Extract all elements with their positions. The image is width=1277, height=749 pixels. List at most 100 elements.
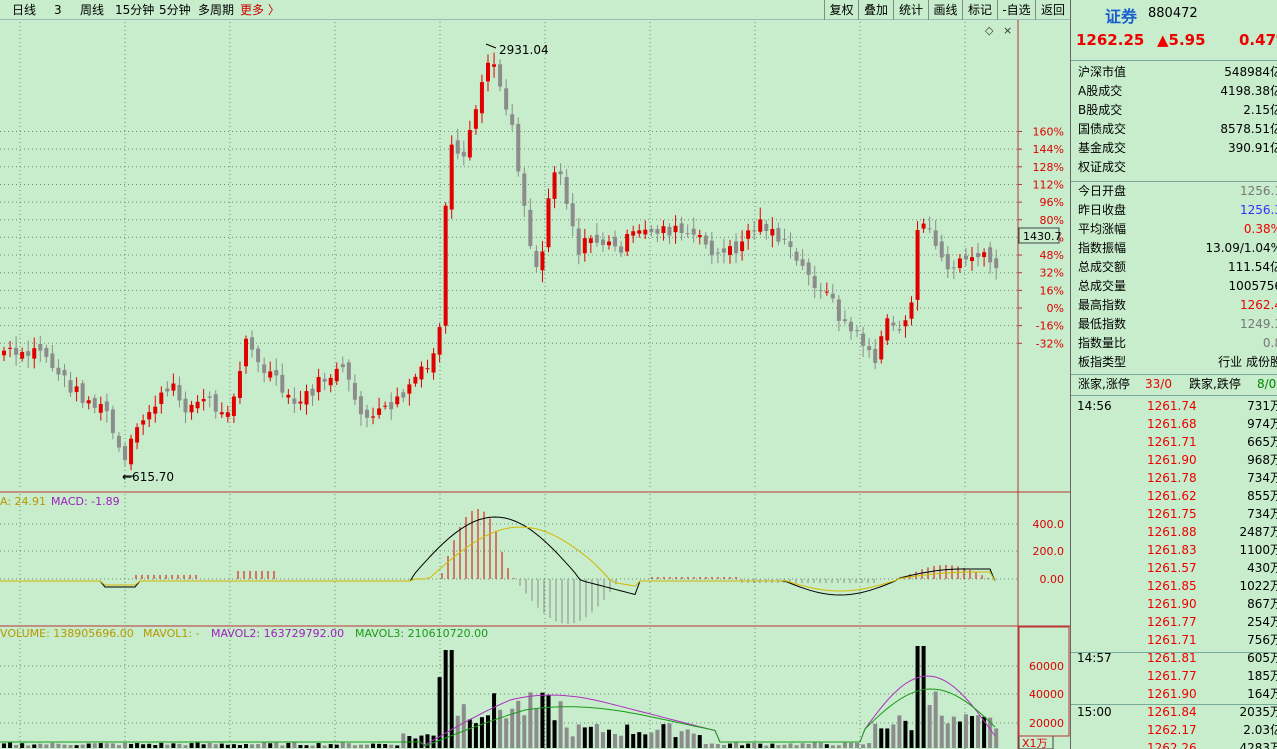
- watchlist-button[interactable]: -自选: [997, 0, 1035, 20]
- volume-bar: [625, 725, 629, 748]
- volume-bar: [855, 743, 859, 748]
- candle-body: [946, 254, 950, 269]
- candle-body: [196, 402, 200, 408]
- candle-body: [916, 230, 920, 300]
- candle-body: [165, 388, 169, 391]
- tab-multi-period[interactable]: 多周期: [198, 2, 234, 18]
- chart-toolbar: 日线 3 周线 15分钟 5分钟 多周期 更多 〉 复权 叠加 统计 画线 标记 -自选 返回: [0, 0, 1070, 20]
- volume-bar: [643, 734, 647, 748]
- volume-bar: [468, 719, 472, 748]
- volume-bar: [825, 744, 829, 748]
- volume-bar: [123, 743, 127, 748]
- candle-body: [625, 234, 629, 251]
- tick-row[interactable]: 15:00 1261.84 2035万: [1071, 703, 1277, 721]
- volume-bar: [371, 744, 375, 748]
- adjust-button[interactable]: 复权: [824, 0, 858, 20]
- volume-axis-label: 20000: [1029, 717, 1064, 730]
- tick-row[interactable]: 1261.57 430万: [1071, 559, 1277, 577]
- volume-bar: [99, 743, 103, 748]
- draw-button[interactable]: 画线: [928, 0, 962, 20]
- back-button[interactable]: 返回: [1035, 0, 1070, 20]
- volume-bar: [196, 743, 200, 748]
- volume-bar: [885, 728, 889, 748]
- candle-body: [928, 228, 932, 229]
- volume-bar: [994, 728, 998, 748]
- candle-body: [171, 384, 175, 391]
- mavol3-header: MAVOL3: 210610720.00: [355, 627, 488, 640]
- candle-body: [704, 236, 708, 245]
- tick-row[interactable]: 1262.17 2.03亿: [1071, 721, 1277, 739]
- market-value: 8578.51亿: [1220, 120, 1277, 139]
- volume-bar: [534, 709, 538, 748]
- volume-bar: [516, 701, 520, 748]
- tick-row[interactable]: 1261.77 254万: [1071, 613, 1277, 631]
- tick-row[interactable]: 1261.90 164万: [1071, 685, 1277, 703]
- tick-row[interactable]: 1261.83 1100万: [1071, 541, 1277, 559]
- tick-row[interactable]: 1261.75 734万: [1071, 505, 1277, 523]
- candlesticks: [2, 53, 998, 471]
- candle-body: [347, 362, 351, 379]
- candle-body: [474, 109, 478, 129]
- volume-bar: [365, 745, 369, 748]
- tick-row[interactable]: 1262.26 4283万: [1071, 739, 1277, 749]
- volume-bar: [486, 715, 490, 748]
- tick-volume: 1100万: [1239, 541, 1277, 559]
- candle-body: [649, 229, 653, 233]
- volume-bar: [232, 744, 236, 748]
- close-icon[interactable]: ×: [1003, 24, 1012, 37]
- volume-bar: [38, 744, 42, 748]
- volume-bar: [26, 746, 30, 748]
- candle-body: [401, 392, 405, 397]
- macd-axis-label: 0.00: [1040, 573, 1065, 586]
- candle-body: [789, 241, 793, 247]
- tick-row[interactable]: 1261.62 855万: [1071, 487, 1277, 505]
- tab-5min[interactable]: 5分钟: [159, 2, 191, 18]
- stat-label: 总成交量: [1078, 277, 1126, 296]
- stat-value: 0.8: [1263, 334, 1277, 353]
- volume-bar: [976, 715, 980, 748]
- candle-body: [202, 399, 206, 401]
- candle-body: [547, 198, 551, 247]
- volume-bar: [335, 745, 339, 748]
- volume-bar: [952, 717, 956, 748]
- tick-row[interactable]: 1261.90 968万: [1071, 451, 1277, 469]
- volume-bar: [631, 734, 635, 748]
- volume-bar: [910, 730, 914, 748]
- more-menu[interactable]: 更多 〉: [240, 2, 280, 18]
- candle-body: [716, 253, 720, 254]
- candle-body: [177, 385, 181, 400]
- market-value: 548984亿: [1224, 63, 1277, 82]
- tick-volume: 2487万: [1239, 523, 1277, 541]
- candle-body: [668, 227, 672, 236]
- tab-daily[interactable]: 日线: [12, 2, 36, 18]
- volume-bar: [250, 744, 254, 748]
- tick-row[interactable]: 1261.71 756万: [1071, 631, 1277, 649]
- kline-chart-svg[interactable]: 160%144%128%112%96%80%64%48%32%16%0%-16%…: [0, 20, 1070, 749]
- volume-bar: [922, 646, 926, 748]
- period-3[interactable]: 3: [54, 2, 62, 18]
- candle-body: [758, 219, 762, 231]
- tick-row[interactable]: 1261.90 867万: [1071, 595, 1277, 613]
- tick-row[interactable]: 1261.88 2487万: [1071, 523, 1277, 541]
- candle-body: [20, 352, 24, 359]
- overlay-button[interactable]: 叠加: [858, 0, 893, 20]
- candle-body: [395, 396, 399, 404]
- stat-label: 指数量比: [1078, 334, 1126, 353]
- stats-button[interactable]: 统计: [893, 0, 928, 20]
- diamond-icon[interactable]: ◇: [985, 24, 994, 37]
- mark-button[interactable]: 标记: [962, 0, 997, 20]
- tick-row[interactable]: 1261.85 1022万: [1071, 577, 1277, 595]
- tick-row[interactable]: 1261.68 974万: [1071, 415, 1277, 433]
- volume-bar: [147, 744, 151, 748]
- tab-15min[interactable]: 15分钟: [115, 2, 154, 18]
- candle-body: [601, 239, 605, 245]
- tick-row[interactable]: 1261.78 734万: [1071, 469, 1277, 487]
- tick-row[interactable]: 14:56 1261.74 731万: [1071, 397, 1277, 415]
- tick-price: 1261.74: [1147, 397, 1197, 415]
- tick-row[interactable]: 1261.71 665万: [1071, 433, 1277, 451]
- volume-bar: [595, 724, 599, 748]
- chart-area[interactable]: 160%144%128%112%96%80%64%48%32%16%0%-16%…: [0, 20, 1070, 749]
- tab-weekly[interactable]: 周线: [80, 2, 104, 18]
- candle-body: [891, 323, 895, 326]
- tick-row[interactable]: 1261.77 185万: [1071, 667, 1277, 685]
